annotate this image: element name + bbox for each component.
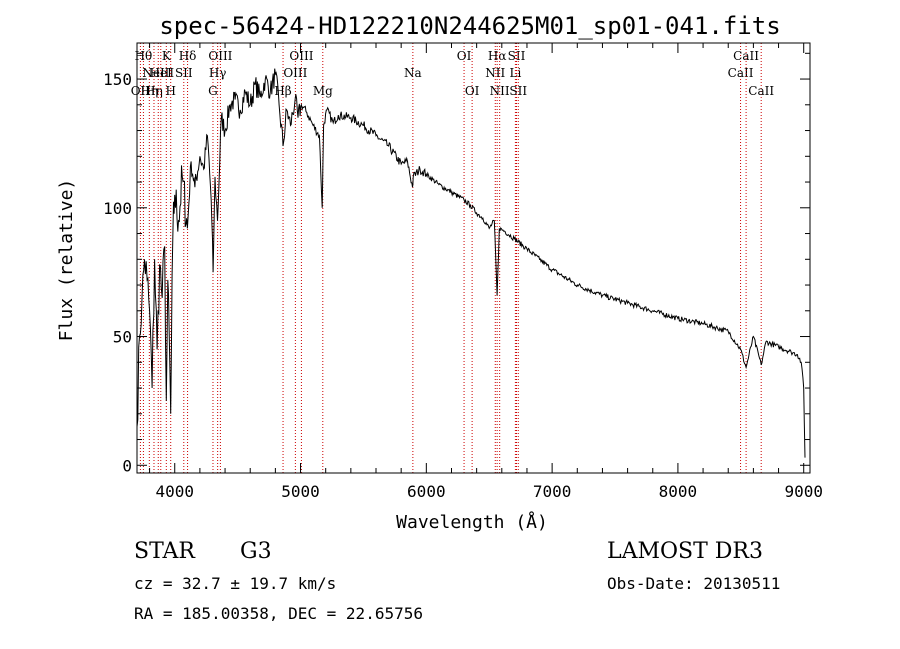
y-axis-ticks: 0 50 100 150 [103,52,810,475]
survey-name: LAMOST DR3 [607,539,763,564]
coordinates: RA = 185.00358, DEC = 22.65756 [134,604,423,623]
spectral-line-label: Hβ [274,84,291,98]
spectral-line-label: Na [404,66,422,80]
x-tick-label: 6000 [407,482,446,501]
spectral-line-label: SII [508,49,526,63]
spectral-line-label: NII [490,84,510,98]
x-tick-label: 9000 [784,482,823,501]
spectral-line-label: OI [465,84,480,98]
spectral-line-label: Hδ [179,49,197,63]
y-axis-label: Flux (relative) [56,179,77,342]
spectral-line-label: Mg [313,84,333,98]
spectral-line-label: OIII [283,66,307,80]
x-axis-ticks: 4000 5000 6000 7000 8000 9000 [149,43,823,501]
obs-date: Obs-Date: 20130511 [607,574,781,593]
spectral-line-label: CaII [748,84,774,98]
spectral-line-label: H [165,84,175,98]
x-tick-label: 4000 [155,482,194,501]
x-axis-label: Wavelength (Å) [396,511,548,533]
spectral-line-label: G [208,84,218,98]
chart-title: spec-56424-HD122210N244625M01_sp01-041.f… [159,12,780,40]
redshift-readout: cz = 32.7 ± 19.7 km/s [134,574,337,593]
spectral-line-label: SII [509,84,527,98]
x-tick-label: 5000 [281,482,320,501]
x-tick-label: 7000 [533,482,572,501]
spectral-line-label: OI [457,49,472,63]
spectral-line-label: SII [175,66,193,80]
spectral-line-label: NII [485,66,505,80]
spectral-line-label: OIII [208,49,232,63]
spectral-line-label: HeI [150,66,173,80]
spectral-line-label: CaII [728,66,754,80]
y-tick-label: 0 [122,456,132,475]
flux-series-line [136,68,806,458]
spectral-line-label: Hγ [209,66,227,80]
y-tick-label: 100 [103,199,132,218]
spectral-line-label: Hη [145,84,163,98]
x-tick-label: 8000 [659,482,698,501]
plot-series [136,68,806,458]
spectral-line-label: Hα [488,49,507,63]
spectral-line-label: Hθ [135,49,153,63]
spectral-line-label: CaII [733,49,759,63]
object-class: STAR [134,539,195,564]
spectral-line-label: OIII [289,49,313,63]
spectral-line-label: OII [131,84,151,98]
y-tick-label: 50 [113,328,132,347]
spectral-line-label: Li [509,66,521,80]
object-subclass: G3 [240,539,272,564]
y-tick-label: 150 [103,70,132,89]
spectral-line-label: K [162,49,172,63]
spectral-line-markers: OIIHθHηHηNeIIIHeIKHSIIHδGHγOIIIHβOIIIOII… [131,43,774,473]
plot-frame [136,42,811,474]
